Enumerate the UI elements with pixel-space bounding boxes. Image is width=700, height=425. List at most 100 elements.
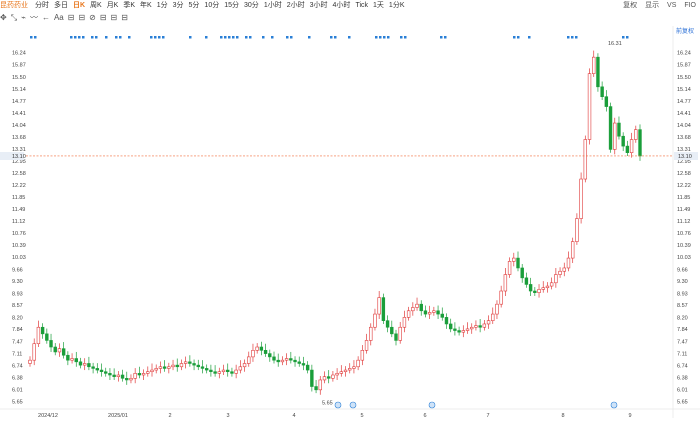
- y-tick-label: 7.84: [677, 327, 688, 333]
- period-tab[interactable]: 30分: [244, 2, 259, 9]
- candle-up: [470, 326, 474, 330]
- drawing-tool-icon[interactable]: ⊟: [78, 13, 86, 22]
- period-tab[interactable]: 1天: [373, 2, 384, 9]
- candle-up: [251, 350, 255, 358]
- candle-up: [613, 122, 617, 150]
- candle-up: [82, 363, 87, 366]
- candle-up: [507, 261, 512, 275]
- period-tab[interactable]: 1分K: [388, 2, 405, 9]
- drawing-tool-icon[interactable]: ✥: [0, 13, 7, 22]
- event-marker: [205, 36, 208, 39]
- candle-up: [339, 371, 344, 374]
- drawing-tool-icon[interactable]: ←: [41, 13, 50, 22]
- period-tab[interactable]: 分时: [34, 2, 49, 9]
- display-button[interactable]: 显示: [645, 2, 660, 9]
- candle-down: [112, 374, 116, 377]
- y-tick-label: 10.76: [12, 231, 26, 237]
- event-marker: [232, 36, 235, 39]
- period-tab[interactable]: 多日: [53, 2, 68, 9]
- candle-down: [528, 284, 533, 292]
- candle-down: [381, 297, 386, 321]
- fio-button[interactable]: FIO: [684, 2, 696, 9]
- event-marker: [575, 36, 578, 39]
- event-marker: [404, 36, 407, 39]
- candle-up: [491, 313, 495, 321]
- candle-down: [188, 361, 192, 364]
- period-tab[interactable]: 1小时: [263, 2, 282, 9]
- candle-up: [432, 310, 436, 313]
- drawing-tool-icon[interactable]: ⊟: [121, 13, 128, 22]
- y-tick-label: 15.50: [677, 75, 691, 81]
- candle-down: [213, 371, 217, 374]
- drawing-tool-icon[interactable]: ⊟: [110, 13, 118, 22]
- y-tick-label: 13.68: [12, 135, 26, 141]
- period-list: 分时 多日 日K 周K 月K 季K 年K 1分 3分 5分 10分 15分 30分 1小时 2小时 3小时 4小…: [35, 2, 410, 9]
- current-price-label: 13.10: [678, 154, 692, 160]
- y-tick-label: 15.87: [12, 63, 26, 69]
- y-tick-label: 15.14: [677, 87, 691, 93]
- period-tab[interactable]: 2小时: [286, 2, 305, 9]
- event-marker: [528, 36, 531, 39]
- event-marker: [440, 36, 443, 39]
- drawing-tool-icon[interactable]: ⤡: [10, 13, 18, 22]
- y-tick-label: 12.58: [12, 171, 26, 177]
- candle-down: [230, 371, 234, 374]
- stock-name-label[interactable]: 昆药药业: [0, 2, 28, 9]
- candle-down: [596, 56, 600, 88]
- adjust-button[interactable]: 复权: [623, 2, 638, 9]
- candle-up: [634, 129, 638, 140]
- event-marker: [379, 36, 382, 39]
- period-tab[interactable]: 1分: [156, 2, 168, 9]
- event-marker: [95, 36, 98, 39]
- drawing-tool-icon[interactable]: ⊘: [89, 13, 96, 22]
- y-tick-label: 11.12: [12, 219, 25, 225]
- event-marker: [154, 36, 157, 39]
- period-tab[interactable]: 年K: [140, 2, 152, 9]
- drawing-tool-icon[interactable]: ⊟: [99, 13, 107, 22]
- period-tab[interactable]: Tick: [355, 2, 369, 9]
- period-toolbar: 昆药药业 分时 多日 日K 周K 月K 季K 年K 1分 3分 5分 10分 15分 30分 1小时 2小时…: [0, 0, 700, 11]
- drawing-tool-icon[interactable]: ⊟: [67, 13, 75, 22]
- y-tick-label: 15.87: [677, 63, 691, 69]
- candle-up: [348, 368, 352, 371]
- candle-up: [486, 320, 491, 325]
- candle-down: [99, 369, 104, 373]
- event-marker: [444, 36, 447, 39]
- x-tick-label: 2: [168, 413, 171, 419]
- y-tick-label: 10.39: [677, 243, 691, 249]
- drawing-tool-icon[interactable]: ⌁: [21, 13, 26, 22]
- period-tab[interactable]: 10分: [204, 2, 220, 9]
- candle-down: [162, 366, 167, 369]
- period-tab[interactable]: 月K: [106, 2, 119, 9]
- event-marker: [262, 36, 265, 39]
- drawing-tool-icon[interactable]: Aa: [53, 13, 64, 22]
- fuquan-label[interactable]: 前复权: [675, 29, 694, 35]
- period-tab[interactable]: 5分: [188, 2, 200, 9]
- candle-up: [150, 369, 154, 373]
- y-tick-label: 10.03: [12, 255, 26, 261]
- event-marker: [91, 36, 94, 39]
- vs-button[interactable]: VS: [667, 2, 677, 9]
- high-annotation: 16.31: [608, 41, 622, 47]
- period-tab[interactable]: 季K: [123, 2, 136, 9]
- candle-down: [520, 267, 524, 279]
- candle-up: [129, 377, 133, 381]
- event-marker: [334, 36, 337, 39]
- period-tab[interactable]: 3分: [172, 2, 184, 9]
- y-tick-label: 13.31: [12, 147, 26, 153]
- candle-up: [356, 359, 360, 368]
- period-tab[interactable]: 4小时: [332, 2, 351, 9]
- period-tab[interactable]: 日K: [72, 2, 86, 9]
- y-tick-label: 12.58: [677, 171, 691, 177]
- period-tab[interactable]: 周K: [90, 2, 102, 9]
- event-marker: [78, 36, 81, 39]
- event-marker: [286, 36, 289, 39]
- candle-up: [284, 358, 289, 361]
- candle-down: [175, 364, 179, 368]
- candle-up: [482, 323, 487, 328]
- candle-up: [331, 374, 335, 379]
- period-tab[interactable]: 15分: [224, 2, 240, 9]
- drawing-tool-icon[interactable]: 〰: [29, 13, 38, 22]
- period-tab[interactable]: 3小时: [309, 2, 328, 9]
